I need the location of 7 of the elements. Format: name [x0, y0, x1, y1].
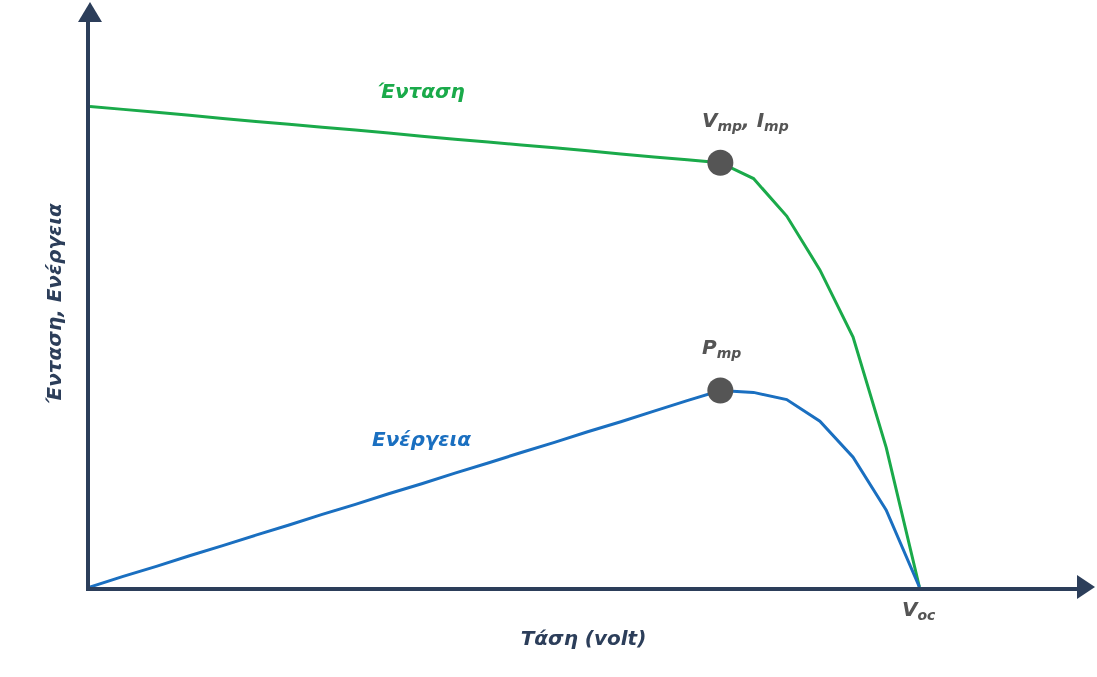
annotation: V$_{mp}$, I$_{mp}$ — [702, 108, 789, 135]
y-axis-title: Ένταση, Ενέργεια — [42, 203, 66, 404]
annotation: P$_{mp}$ — [702, 335, 742, 362]
x-axis-title: Τάση (volt) — [520, 626, 647, 651]
text: V$_{oc}$ — [902, 597, 937, 624]
series-label: Ενέργεια — [372, 427, 472, 451]
series-label: Ένταση — [378, 79, 465, 103]
